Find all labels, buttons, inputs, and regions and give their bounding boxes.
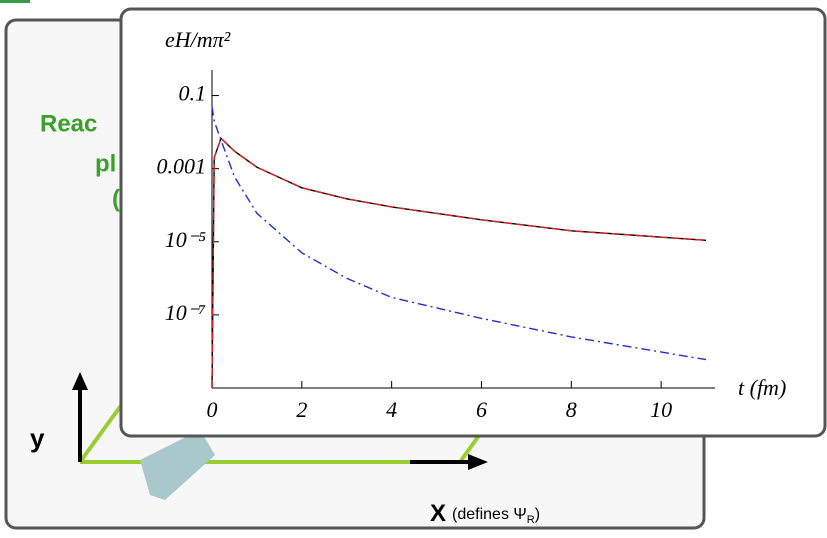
x-tick-label: 4 bbox=[386, 397, 397, 422]
x-tick-label: 8 bbox=[566, 397, 577, 422]
y-arrowhead bbox=[72, 372, 88, 390]
x-tick-label: 0 bbox=[207, 397, 218, 422]
x-tick-label: 6 bbox=[476, 397, 487, 422]
y-tick-label: 0.001 bbox=[157, 154, 207, 179]
x-note-text: (defines Ψ bbox=[452, 506, 527, 523]
x-tick-label: 10 bbox=[650, 397, 672, 422]
chart-frame bbox=[119, 7, 827, 438]
beam bbox=[140, 430, 215, 500]
x-axis-name: X bbox=[430, 500, 446, 527]
series-line bbox=[211, 136, 707, 389]
x-note-sub: R bbox=[527, 514, 535, 526]
y-axis-name: y bbox=[30, 423, 45, 453]
x-note-close: ) bbox=[535, 506, 540, 523]
y-axis-title: eH/mπ² bbox=[165, 27, 231, 52]
x-tick-label: 2 bbox=[296, 397, 307, 422]
x-axis-title: t (fm) bbox=[738, 375, 786, 400]
plane-edge bbox=[78, 398, 127, 464]
slide-paren: ( bbox=[112, 185, 120, 212]
y-tick-label: 10⁻⁷ bbox=[165, 300, 206, 325]
top-accent bbox=[0, 0, 30, 3]
slide-title: Reac bbox=[40, 110, 97, 137]
y-tick-label: 0.1 bbox=[179, 81, 207, 106]
slide-subtitle: pl bbox=[95, 150, 116, 177]
series-line bbox=[211, 106, 707, 361]
y-tick-label: 10⁻⁵ bbox=[165, 227, 207, 252]
x-arrowhead bbox=[468, 454, 488, 470]
x-note: X (defines ΨR) bbox=[430, 500, 540, 527]
